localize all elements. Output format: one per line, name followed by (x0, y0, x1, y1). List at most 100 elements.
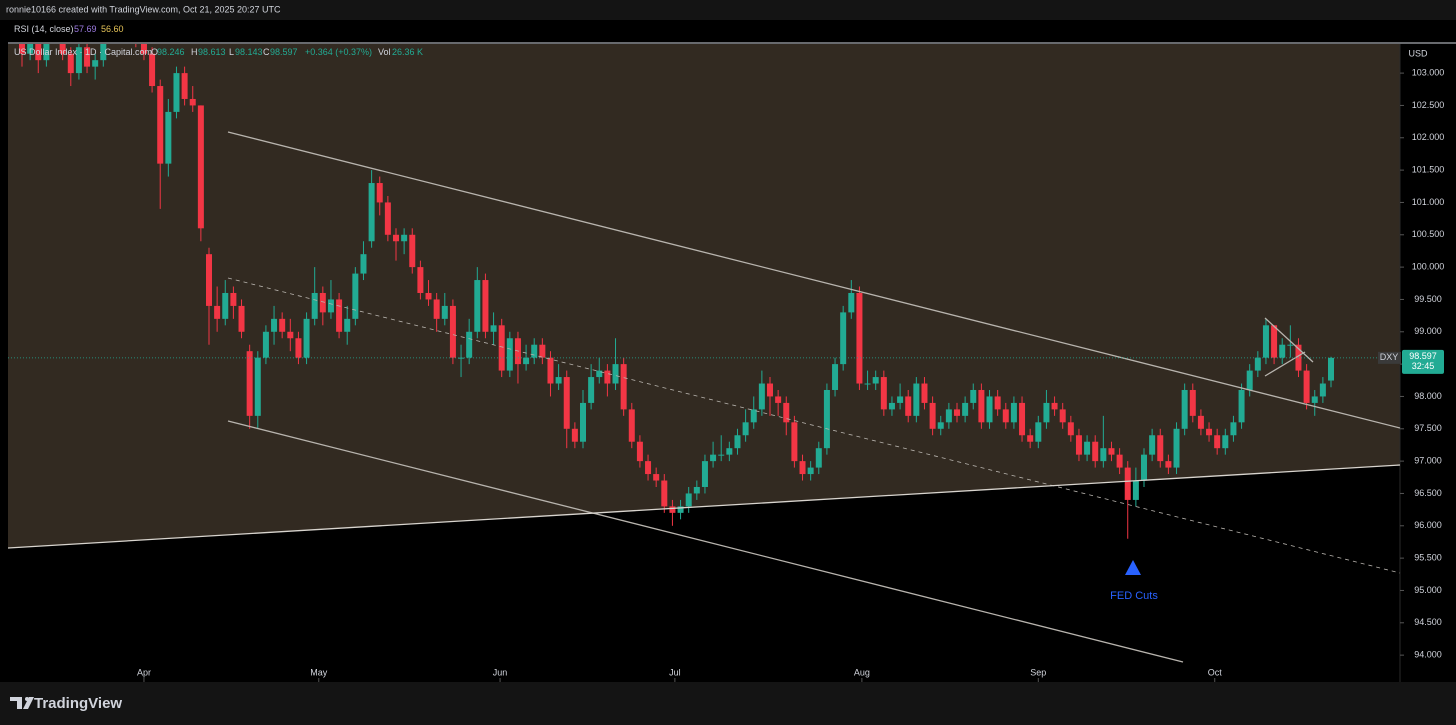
candle-body (596, 370, 603, 378)
y-tick-label: 98.000 (1414, 391, 1442, 401)
candle-body (295, 338, 302, 358)
candle-body (466, 331, 473, 358)
candle-body (937, 422, 944, 429)
candle-body (653, 474, 660, 481)
x-tick-label: Aug (854, 667, 870, 677)
candle-body (580, 402, 586, 442)
annotation-arrow (1125, 560, 1141, 575)
candle-body (1149, 435, 1156, 455)
candle-body (1246, 370, 1253, 390)
candle-body (165, 111, 172, 164)
candle-body (279, 318, 286, 332)
y-tick-label: 100.500 (1412, 229, 1445, 239)
trend-line (227, 277, 1401, 574)
candle-body (783, 402, 790, 423)
candle-body (189, 98, 196, 106)
candle-body (1238, 389, 1245, 423)
candle-body (1181, 389, 1188, 429)
candle-body (238, 305, 245, 332)
y-tick-label: 102.000 (1412, 132, 1445, 142)
candle-body (905, 396, 912, 416)
ohlc-label: C (263, 47, 270, 57)
candle-body (1206, 428, 1213, 436)
y-tick-label: 101.500 (1412, 164, 1445, 174)
ohlc-label: L (229, 47, 234, 57)
candle-body (791, 422, 798, 462)
candle-body (230, 292, 237, 306)
x-tick-label: Sep (1030, 667, 1046, 677)
volume-label: Vol (378, 47, 391, 57)
volume: 26.36 K (392, 47, 423, 57)
candle-body (206, 254, 212, 306)
candle-body (360, 254, 367, 274)
candle-body (807, 467, 814, 475)
candle-body (856, 292, 863, 384)
drawings (7, 131, 1401, 663)
candle-body (1214, 435, 1221, 449)
candle-body (271, 318, 278, 332)
candle-body (254, 357, 261, 416)
candle-body (368, 183, 375, 242)
candle-body (140, 44, 147, 54)
candle-body (1262, 325, 1269, 358)
y-tick-label: 96.000 (1414, 520, 1442, 530)
candle-body (718, 454, 725, 456)
y-tick-label: 94.000 (1414, 650, 1442, 660)
rsi-legend: RSI (14, close)57.69 56.60 (14, 24, 124, 34)
rsi-label: RSI (14, close) (14, 24, 74, 34)
candle-body (645, 461, 652, 475)
candle-body (661, 480, 668, 507)
candle-body (262, 331, 269, 358)
candle-body (888, 402, 895, 410)
candle-body (1165, 461, 1172, 468)
candle-body (758, 383, 765, 410)
candle-body (506, 338, 513, 371)
candle-body (246, 351, 253, 416)
candle-body (181, 73, 188, 99)
candle-body (1059, 409, 1066, 423)
candle-body (75, 47, 82, 74)
candle-body (1279, 344, 1286, 358)
candle-body (474, 280, 481, 332)
candle-body (1043, 402, 1050, 423)
candle-body (620, 364, 627, 410)
x-tick-label: Oct (1208, 667, 1223, 677)
candle-body (352, 273, 359, 319)
candle-body (67, 53, 74, 74)
candle-body (726, 448, 733, 455)
ohlc-label: H (191, 47, 198, 57)
countdown: 32:45 (1412, 361, 1435, 371)
candle-body (1189, 389, 1196, 416)
candle-body (27, 44, 34, 54)
candle-body (1092, 441, 1099, 462)
candle-body (693, 486, 700, 494)
price-tag (1402, 349, 1444, 374)
support-line (7, 464, 1401, 549)
candle-body (840, 312, 847, 365)
candle-body (685, 493, 692, 507)
candle-body (19, 44, 25, 54)
candle-body (401, 234, 408, 242)
trend-line (227, 420, 1184, 663)
candle-body (986, 396, 993, 423)
candle-body (1019, 402, 1026, 436)
candle-body (1141, 454, 1147, 481)
top-bar (0, 0, 1456, 20)
candle-body (287, 331, 294, 339)
candle-body (880, 377, 887, 410)
trend-line (227, 131, 1401, 429)
ohlc-value: 98.613 (198, 47, 226, 57)
candle-body (1287, 344, 1294, 346)
candle-body (84, 47, 91, 67)
ohlc-label: O (151, 47, 158, 57)
y-tick-label: 99.500 (1414, 294, 1442, 304)
shaded-zone (8, 44, 1400, 548)
candle-body (1173, 428, 1180, 468)
brand: TradingView (34, 695, 122, 712)
candle-body (962, 402, 969, 416)
candle-body (433, 299, 440, 319)
candle-body (929, 402, 936, 429)
candle-body (710, 454, 717, 462)
